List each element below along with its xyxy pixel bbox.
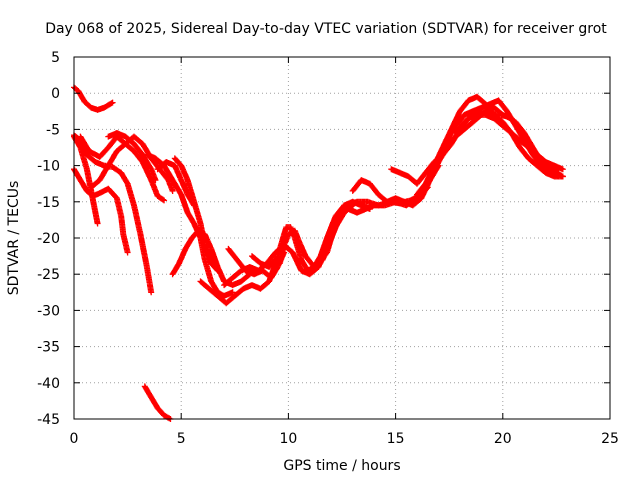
data-points bbox=[141, 383, 174, 422]
axis-ticks: 0 5 10 15 20 25 5 0 -5 -10 -15 -20 -25 -30 -35 -40 -45 bbox=[37, 50, 619, 447]
x-tick-label: 15 bbox=[387, 431, 405, 447]
data-points bbox=[452, 108, 562, 176]
data-points bbox=[249, 253, 279, 270]
chart-title: Day 068 of 2025, Sidereal Day-to-day VTE… bbox=[45, 21, 607, 37]
y-tick-label: 0 bbox=[51, 86, 60, 102]
y-tick-label: -5 bbox=[46, 122, 60, 138]
y-tick-label: -25 bbox=[37, 267, 60, 283]
y-axis-label: SDTVAR / TECUs bbox=[6, 181, 22, 296]
x-tick-label: 10 bbox=[279, 431, 297, 447]
data-points bbox=[169, 227, 253, 289]
series-arc5 bbox=[77, 133, 168, 204]
x-tick-label: 5 bbox=[177, 431, 186, 447]
y-tick-label: -40 bbox=[37, 376, 60, 392]
y-tick-label: -15 bbox=[37, 195, 60, 211]
data-points bbox=[77, 133, 168, 204]
series-arc7 bbox=[105, 130, 159, 184]
x-tick-label: 20 bbox=[494, 431, 512, 447]
series-arc12 bbox=[169, 227, 253, 289]
y-tick-label: -35 bbox=[37, 340, 60, 356]
y-tick-label: -10 bbox=[37, 159, 60, 175]
y-tick-label: -30 bbox=[37, 303, 60, 319]
y-tick-label: -45 bbox=[37, 412, 60, 428]
series-arc16 bbox=[249, 253, 279, 270]
x-tick-label: 25 bbox=[601, 431, 619, 447]
x-axis-label: GPS time / hours bbox=[283, 458, 400, 474]
y-tick-label: 5 bbox=[51, 50, 60, 66]
x-tick-label: 0 bbox=[70, 431, 79, 447]
data-points bbox=[105, 130, 159, 184]
series-arc24 bbox=[452, 108, 562, 176]
series-arc11 bbox=[141, 383, 174, 422]
y-tick-label: -20 bbox=[37, 231, 60, 247]
data-layer bbox=[71, 84, 566, 422]
